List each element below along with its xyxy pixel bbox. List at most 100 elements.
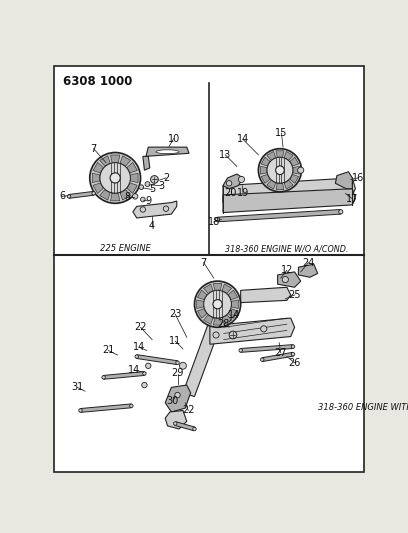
Text: 11: 11 — [169, 336, 181, 346]
Polygon shape — [133, 201, 177, 218]
Text: 22: 22 — [182, 406, 195, 415]
Circle shape — [226, 181, 232, 186]
Circle shape — [298, 167, 304, 173]
Polygon shape — [69, 191, 94, 198]
Circle shape — [261, 326, 267, 332]
Polygon shape — [93, 183, 103, 193]
Text: 28: 28 — [217, 319, 230, 329]
Polygon shape — [222, 284, 232, 294]
Circle shape — [267, 157, 293, 183]
Text: 9: 9 — [145, 196, 151, 206]
Polygon shape — [127, 163, 137, 173]
Polygon shape — [290, 157, 299, 166]
Text: 4: 4 — [149, 221, 155, 231]
Polygon shape — [277, 272, 301, 287]
Circle shape — [339, 209, 343, 214]
Polygon shape — [293, 166, 299, 174]
Circle shape — [139, 185, 144, 189]
Polygon shape — [213, 318, 222, 325]
Circle shape — [110, 173, 120, 183]
Text: 16: 16 — [353, 173, 365, 183]
Circle shape — [180, 362, 186, 369]
Text: 26: 26 — [288, 358, 301, 368]
Polygon shape — [261, 174, 270, 183]
Circle shape — [143, 372, 146, 375]
Text: 20: 20 — [224, 188, 237, 198]
Polygon shape — [267, 151, 276, 160]
Text: 6: 6 — [59, 191, 65, 201]
Text: 225 ENGINE: 225 ENGINE — [100, 244, 151, 253]
Text: 14: 14 — [128, 366, 140, 375]
Polygon shape — [223, 189, 355, 213]
Polygon shape — [197, 300, 204, 309]
Text: 3: 3 — [158, 181, 164, 191]
Polygon shape — [241, 345, 293, 352]
Circle shape — [130, 404, 133, 408]
Text: 6308 1000: 6308 1000 — [63, 75, 132, 88]
Circle shape — [135, 355, 138, 358]
Circle shape — [260, 358, 264, 361]
Circle shape — [282, 277, 288, 282]
Polygon shape — [111, 193, 120, 201]
Text: 15: 15 — [275, 128, 288, 138]
Circle shape — [163, 206, 169, 212]
Polygon shape — [131, 173, 138, 183]
Text: 2: 2 — [163, 173, 169, 183]
Text: 18: 18 — [208, 217, 220, 227]
Circle shape — [291, 345, 295, 348]
Polygon shape — [127, 183, 137, 193]
Polygon shape — [104, 372, 144, 379]
Polygon shape — [290, 174, 299, 183]
Text: 19: 19 — [237, 188, 249, 198]
Polygon shape — [335, 172, 353, 189]
Circle shape — [213, 300, 222, 309]
Text: 14: 14 — [237, 134, 249, 144]
Polygon shape — [204, 284, 213, 294]
Polygon shape — [223, 178, 355, 203]
Polygon shape — [120, 190, 131, 200]
Circle shape — [291, 352, 295, 356]
Polygon shape — [136, 354, 178, 365]
Circle shape — [142, 382, 147, 387]
Polygon shape — [210, 318, 295, 344]
Circle shape — [238, 176, 244, 182]
Text: 31: 31 — [71, 382, 84, 392]
Text: 318-360 ENGINE W/O A/COND.: 318-360 ENGINE W/O A/COND. — [225, 244, 348, 253]
Circle shape — [175, 392, 180, 398]
Polygon shape — [232, 300, 238, 309]
Text: 14: 14 — [228, 310, 241, 320]
Circle shape — [140, 207, 146, 212]
Text: 7: 7 — [91, 144, 97, 154]
Polygon shape — [80, 404, 131, 413]
Polygon shape — [228, 309, 238, 318]
Circle shape — [204, 290, 231, 318]
Text: 12: 12 — [281, 265, 293, 276]
Circle shape — [195, 281, 241, 327]
Text: 13: 13 — [219, 150, 231, 160]
Polygon shape — [146, 147, 189, 156]
Polygon shape — [175, 422, 195, 431]
Polygon shape — [228, 290, 238, 300]
Circle shape — [67, 195, 71, 198]
Polygon shape — [267, 180, 276, 189]
Polygon shape — [262, 352, 293, 361]
Circle shape — [102, 376, 105, 379]
Text: 25: 25 — [288, 290, 301, 300]
Text: 7: 7 — [201, 257, 207, 268]
Polygon shape — [120, 156, 131, 166]
Text: 22: 22 — [134, 322, 147, 332]
Polygon shape — [165, 385, 191, 412]
Polygon shape — [284, 151, 293, 160]
Circle shape — [141, 197, 145, 202]
Text: 29: 29 — [171, 368, 184, 378]
Polygon shape — [217, 209, 341, 222]
Polygon shape — [197, 290, 207, 300]
Polygon shape — [241, 287, 291, 303]
Circle shape — [176, 361, 179, 365]
Circle shape — [193, 427, 196, 431]
Polygon shape — [93, 163, 103, 173]
Text: 10: 10 — [168, 134, 180, 144]
Polygon shape — [298, 264, 318, 277]
Text: 14: 14 — [133, 342, 145, 352]
Polygon shape — [111, 155, 120, 163]
